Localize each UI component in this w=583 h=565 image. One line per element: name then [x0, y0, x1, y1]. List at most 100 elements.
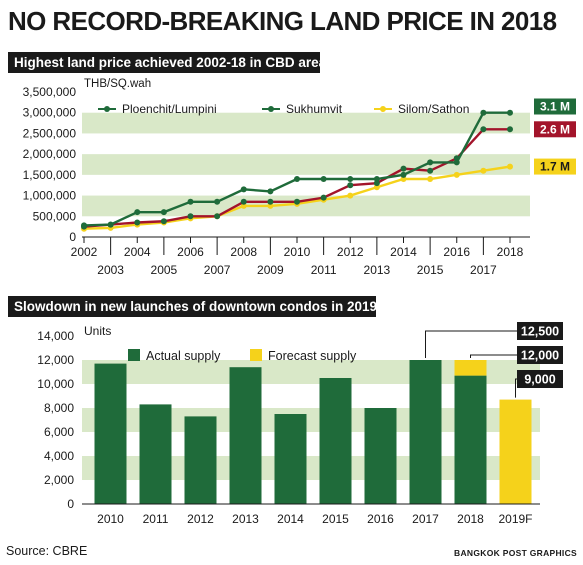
data-point	[400, 165, 407, 172]
data-point	[267, 198, 274, 205]
x-tick-label: 2019F	[498, 512, 532, 526]
data-point	[240, 186, 247, 193]
data-point	[453, 171, 460, 178]
end-label-box	[534, 121, 576, 138]
y-axis-label: Units	[84, 324, 111, 338]
data-point	[214, 198, 221, 205]
data-point	[347, 192, 354, 199]
end-label: 2.6 M	[540, 122, 570, 136]
data-point	[294, 198, 300, 205]
data-point	[187, 198, 194, 205]
y-tick-label: 2,000	[44, 473, 74, 487]
x-tick-label: 2010	[284, 245, 311, 259]
data-point	[453, 159, 460, 166]
data-point	[267, 188, 274, 195]
x-tick-label: 2011	[311, 263, 337, 277]
y-tick-label: 3,000,000	[23, 106, 77, 120]
y-tick-label: 10,000	[37, 377, 74, 391]
data-point	[240, 202, 247, 209]
x-tick-label: 2012	[187, 512, 214, 526]
x-tick-label: 2005	[151, 263, 178, 277]
end-label-box	[534, 98, 576, 115]
data-point	[160, 218, 167, 225]
grid-band	[82, 112, 530, 134]
x-tick-label: 2015	[322, 512, 349, 526]
y-tick-label: 4,000	[44, 449, 74, 463]
legend-label: Forecast supply	[268, 349, 357, 363]
data-point	[373, 184, 380, 191]
data-point	[427, 167, 434, 174]
data-point	[240, 198, 247, 205]
bar-chart-title: Slowdown in new launches of downtown con…	[8, 296, 377, 317]
callout-label: 9,000	[524, 373, 555, 387]
x-tick-label: 2004	[124, 245, 151, 259]
callout-label: 12,500	[521, 325, 559, 339]
x-tick-label: 2013	[232, 512, 259, 526]
end-label: 3.1 M	[540, 100, 570, 114]
grid-band	[82, 154, 530, 175]
legend-swatch	[250, 349, 262, 361]
x-tick-label: 2017	[412, 512, 439, 526]
bar-actual	[94, 363, 127, 504]
y-tick-label: 12,000	[37, 353, 74, 367]
data-point	[294, 176, 300, 182]
x-tick-label: 2010	[97, 512, 124, 526]
data-point	[480, 109, 487, 116]
y-tick-label: 3,500,000	[23, 85, 77, 99]
x-tick-label: 2006	[177, 245, 204, 259]
main-title: NO RECORD-BREAKING LAND PRICE IN 2018	[8, 6, 557, 36]
line-chart: 0 500,000 1,000,000 1,500,000 2,000,000 2,500…	[23, 78, 576, 277]
x-tick-label: 2014	[390, 245, 417, 259]
y-tick-label: 500,000	[33, 209, 77, 223]
bar-actual	[139, 404, 172, 504]
data-point	[347, 182, 354, 189]
y-tick-label: 2,500,000	[23, 126, 77, 140]
x-tick-label: 2011	[143, 512, 169, 526]
bar-actual	[229, 367, 262, 504]
line-chart-title: Highest land price achieved 2002-18 in C…	[8, 52, 334, 73]
bar-actual	[409, 360, 442, 504]
x-tick-label: 2018	[457, 512, 484, 526]
data-point	[480, 167, 487, 174]
data-point	[400, 176, 407, 182]
callout-box	[517, 370, 563, 388]
y-tick-label: 14,000	[37, 329, 74, 343]
data-point	[187, 213, 194, 220]
legend-marker	[380, 106, 386, 112]
end-label-box	[534, 158, 576, 175]
x-tick-label: 2014	[277, 512, 304, 526]
data-point	[507, 163, 513, 170]
data-point	[480, 126, 487, 133]
data-point	[400, 171, 407, 178]
y-tick-label: 0	[69, 230, 76, 244]
bar-actual	[274, 414, 307, 504]
data-point	[160, 209, 167, 216]
data-point	[507, 109, 513, 116]
data-point	[81, 222, 87, 229]
x-tick-label: 2018	[497, 245, 524, 259]
legend-marker	[104, 106, 110, 112]
callout-box	[517, 322, 563, 340]
callout-leader	[425, 330, 517, 358]
legend-label: Actual supply	[146, 349, 221, 363]
source-note: Source: CBRE	[6, 544, 88, 558]
end-label: 1.7 M	[540, 160, 570, 174]
data-point	[427, 176, 434, 182]
data-point	[134, 209, 141, 216]
y-axis-label: THB/SQ.wah	[84, 78, 151, 90]
x-tick-label: 2003	[97, 263, 124, 277]
legend-label: Silom/Sathon	[398, 102, 469, 116]
y-tick-label: 8,000	[44, 401, 74, 415]
x-tick-label: 2013	[364, 263, 391, 277]
data-point	[107, 221, 114, 228]
x-tick-label: 2017	[470, 263, 497, 277]
bar-actual	[364, 408, 397, 504]
x-tick-label: 2008	[230, 245, 257, 259]
y-tick-label: 1,000,000	[23, 189, 77, 203]
legend-marker	[268, 106, 274, 112]
y-tick-label: 0	[67, 497, 74, 511]
callout-label: 12,000	[521, 349, 559, 363]
data-point	[320, 194, 327, 201]
data-point	[373, 180, 380, 187]
bar-actual	[319, 378, 352, 504]
